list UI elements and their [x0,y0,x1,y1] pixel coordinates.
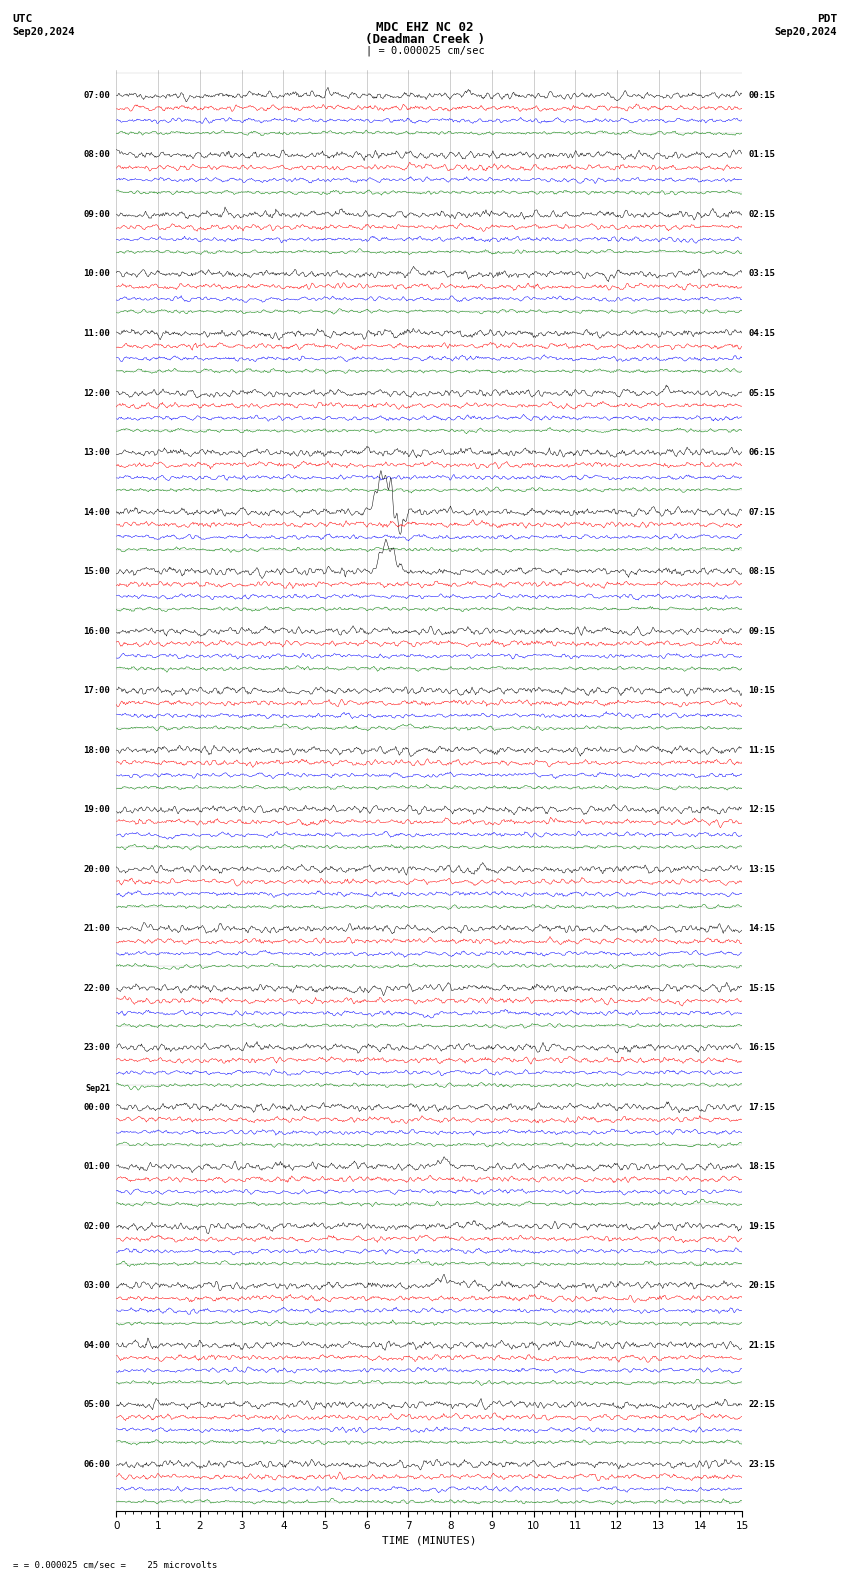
Text: 10:00: 10:00 [83,269,110,279]
Text: 21:15: 21:15 [748,1340,775,1350]
Text: 22:15: 22:15 [748,1400,775,1410]
Text: Sep20,2024: Sep20,2024 [13,27,76,36]
Text: UTC: UTC [13,14,33,24]
Text: 15:00: 15:00 [83,567,110,577]
Text: 05:00: 05:00 [83,1400,110,1410]
Text: 15:15: 15:15 [748,984,775,993]
Text: 14:00: 14:00 [83,507,110,516]
Text: 18:15: 18:15 [748,1163,775,1171]
Text: 01:00: 01:00 [83,1163,110,1171]
Text: 13:00: 13:00 [83,448,110,458]
Text: 04:00: 04:00 [83,1340,110,1350]
Text: 22:00: 22:00 [83,984,110,993]
Text: Sep20,2024: Sep20,2024 [774,27,837,36]
Text: 05:15: 05:15 [748,388,775,398]
Text: PDT: PDT [817,14,837,24]
Text: MDC EHZ NC 02: MDC EHZ NC 02 [377,21,473,33]
Text: 12:00: 12:00 [83,388,110,398]
Text: 04:15: 04:15 [748,329,775,337]
Text: 11:15: 11:15 [748,746,775,754]
Text: 13:15: 13:15 [748,865,775,874]
Text: 02:00: 02:00 [83,1221,110,1231]
Text: 03:15: 03:15 [748,269,775,279]
Text: 06:15: 06:15 [748,448,775,458]
Text: = = 0.000025 cm/sec =    25 microvolts: = = 0.000025 cm/sec = 25 microvolts [13,1560,217,1570]
Text: 09:00: 09:00 [83,211,110,219]
Text: 12:15: 12:15 [748,805,775,814]
X-axis label: TIME (MINUTES): TIME (MINUTES) [382,1535,477,1546]
Text: 06:00: 06:00 [83,1460,110,1468]
Text: 17:15: 17:15 [748,1102,775,1112]
Text: 19:00: 19:00 [83,805,110,814]
Text: 02:15: 02:15 [748,211,775,219]
Text: 00:15: 00:15 [748,90,775,100]
Text: 21:00: 21:00 [83,923,110,933]
Text: 11:00: 11:00 [83,329,110,337]
Text: 16:00: 16:00 [83,627,110,635]
Text: 23:15: 23:15 [748,1460,775,1468]
Text: 20:00: 20:00 [83,865,110,874]
Text: 16:15: 16:15 [748,1044,775,1052]
Text: | = 0.000025 cm/sec: | = 0.000025 cm/sec [366,46,484,57]
Text: 10:15: 10:15 [748,686,775,695]
Text: 19:15: 19:15 [748,1221,775,1231]
Text: 09:15: 09:15 [748,627,775,635]
Text: 01:15: 01:15 [748,150,775,160]
Text: (Deadman Creek ): (Deadman Creek ) [365,33,485,46]
Text: 00:00: 00:00 [83,1102,110,1112]
Text: 14:15: 14:15 [748,923,775,933]
Text: 20:15: 20:15 [748,1281,775,1291]
Text: 03:00: 03:00 [83,1281,110,1291]
Text: 08:15: 08:15 [748,567,775,577]
Text: 17:00: 17:00 [83,686,110,695]
Text: 23:00: 23:00 [83,1044,110,1052]
Text: 07:00: 07:00 [83,90,110,100]
Text: 07:15: 07:15 [748,507,775,516]
Text: 08:00: 08:00 [83,150,110,160]
Text: Sep21: Sep21 [85,1083,110,1093]
Text: 18:00: 18:00 [83,746,110,754]
